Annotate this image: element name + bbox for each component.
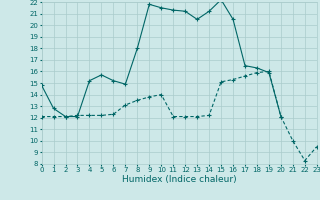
X-axis label: Humidex (Indice chaleur): Humidex (Indice chaleur)	[122, 175, 236, 184]
